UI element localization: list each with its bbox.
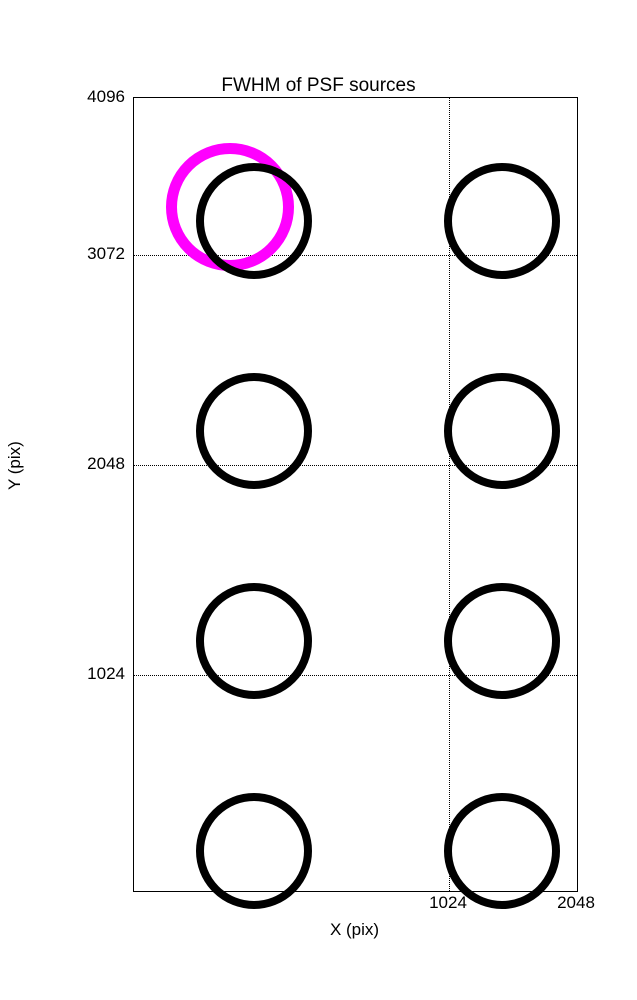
x-tick-2048: 2048 xyxy=(536,893,616,913)
source-8 xyxy=(444,793,560,909)
source-4 xyxy=(444,373,560,489)
y-axis-label: Y (pix) xyxy=(5,441,25,490)
source-6 xyxy=(444,583,560,699)
plot-area xyxy=(133,97,578,892)
source-2 xyxy=(444,163,560,279)
source-7 xyxy=(196,793,312,909)
y-tick-4096: 4096 xyxy=(60,87,125,107)
y-tick-1024: 1024 xyxy=(60,664,125,684)
chart-container: FWHM of PSF sources 4096 3072 2048 1024 … xyxy=(0,0,637,1000)
source-3 xyxy=(196,373,312,489)
y-tick-3072: 3072 xyxy=(60,244,125,264)
x-tick-1024: 1024 xyxy=(408,893,488,913)
x-axis-label: X (pix) xyxy=(133,920,576,940)
source-5 xyxy=(196,583,312,699)
y-tick-2048: 2048 xyxy=(60,454,125,474)
source-1-black xyxy=(196,163,312,279)
